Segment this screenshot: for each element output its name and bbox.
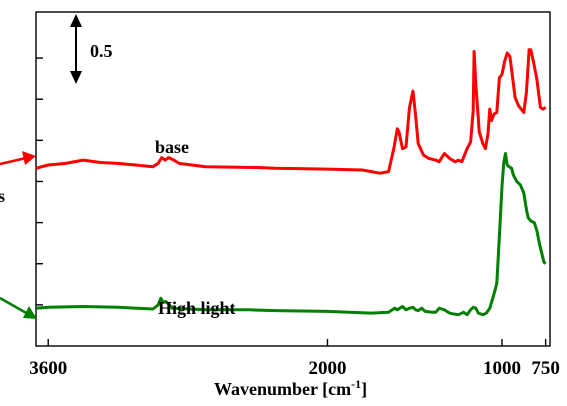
x-axis-title: Wavenumber [cm-1] (214, 377, 367, 399)
base-arrow (0, 151, 36, 166)
cropped-s-label: s (0, 186, 5, 206)
scale-bar-label: 0.5 (90, 41, 113, 61)
x-tick-label-750: 750 (531, 358, 560, 379)
series-line-base (35, 48, 547, 175)
x-axis-ticks: 3600 2000 1000 750 (29, 339, 560, 379)
base-label: base (155, 137, 189, 157)
high-light-label: High light (158, 298, 236, 318)
plot-frame (35, 11, 551, 347)
series-layer (35, 48, 547, 317)
scale-bar: 0.5 (70, 14, 113, 84)
y-axis-ticks (36, 57, 43, 306)
x-tick-label-3600: 3600 (29, 358, 67, 379)
x-tick-label-1000: 1000 (483, 358, 521, 379)
x-tick-label-2000: 2000 (308, 358, 346, 379)
series-line-high-light (35, 152, 547, 317)
high-light-arrow (0, 296, 37, 319)
